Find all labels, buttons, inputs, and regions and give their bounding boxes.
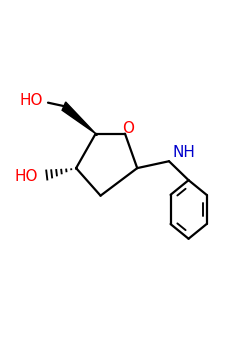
Polygon shape (62, 102, 96, 134)
Text: HO: HO (15, 169, 38, 184)
Text: HO: HO (20, 93, 44, 108)
Text: O: O (122, 121, 134, 136)
Text: NH: NH (173, 145, 196, 160)
